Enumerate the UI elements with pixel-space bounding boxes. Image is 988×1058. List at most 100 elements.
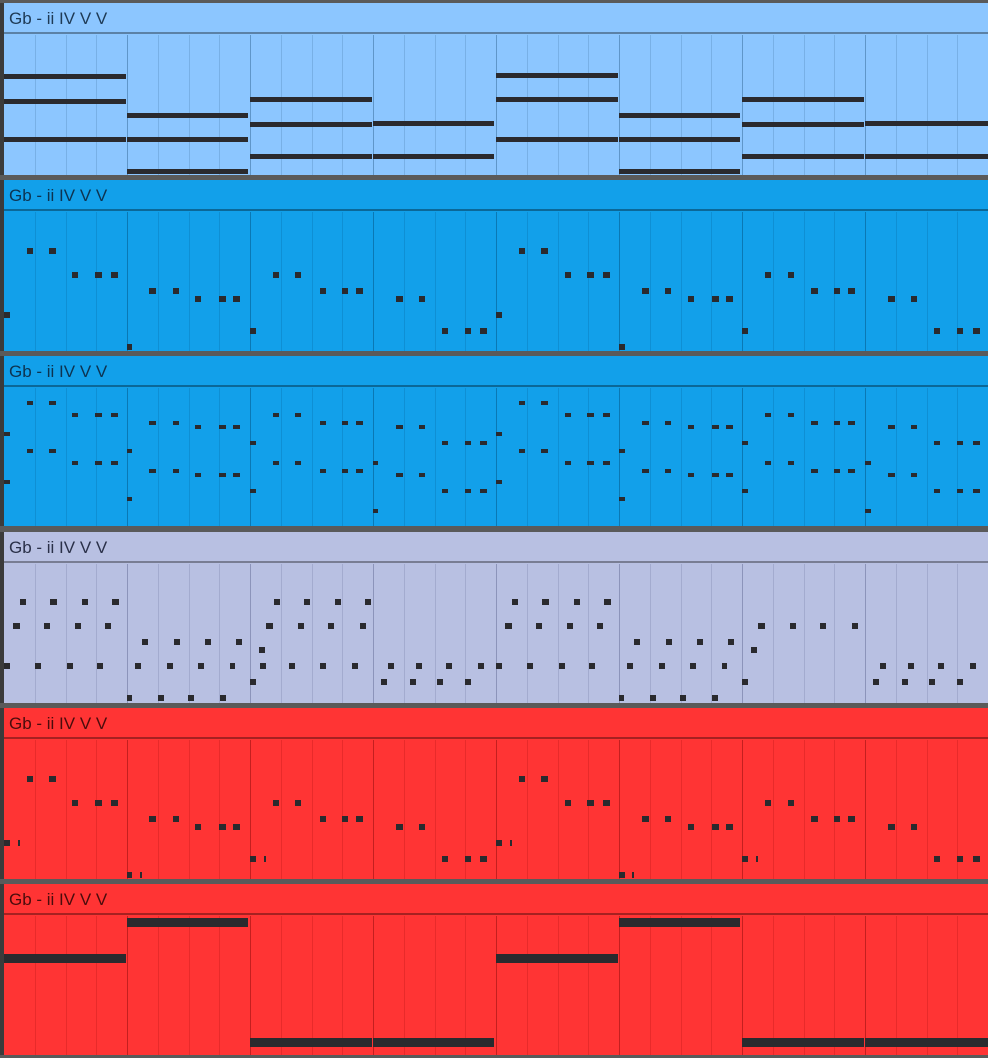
midi-note[interactable] xyxy=(619,872,625,878)
midi-note[interactable] xyxy=(665,469,671,473)
midi-note[interactable] xyxy=(198,663,204,669)
midi-note[interactable] xyxy=(541,248,548,254)
midi-note[interactable] xyxy=(266,623,273,629)
midi-note[interactable] xyxy=(565,800,571,806)
midi-note[interactable] xyxy=(811,288,818,294)
midi-note[interactable] xyxy=(233,473,240,477)
midi-note[interactable] xyxy=(149,816,156,822)
midi-note[interactable] xyxy=(848,421,855,425)
midi-note[interactable] xyxy=(27,248,33,254)
midi-note[interactable] xyxy=(442,328,448,334)
midi-note[interactable] xyxy=(834,288,840,294)
midi-note[interactable] xyxy=(219,824,226,830)
midi-note[interactable] xyxy=(419,296,425,302)
midi-note[interactable] xyxy=(342,288,348,294)
midi-note[interactable] xyxy=(342,816,348,822)
midi-note[interactable] xyxy=(295,461,301,465)
midi-note[interactable] xyxy=(619,497,625,501)
midi-note[interactable] xyxy=(465,856,471,862)
midi-note[interactable] xyxy=(250,122,372,127)
midi-note[interactable] xyxy=(834,816,840,822)
midi-note[interactable] xyxy=(865,154,988,159)
midi-note[interactable] xyxy=(726,824,733,830)
midi-note[interactable] xyxy=(726,425,733,429)
midi-note[interactable] xyxy=(908,663,914,669)
midi-note[interactable] xyxy=(220,695,226,701)
midi-note[interactable] xyxy=(4,137,126,142)
midi-note[interactable] xyxy=(289,663,295,669)
midi-note[interactable] xyxy=(410,679,416,685)
midi-note[interactable] xyxy=(105,623,111,629)
midi-note[interactable] xyxy=(541,776,548,782)
midi-note[interactable] xyxy=(565,272,571,278)
midi-note[interactable] xyxy=(541,449,548,453)
midi-note[interactable] xyxy=(250,441,256,445)
midi-note[interactable] xyxy=(480,856,487,862)
midi-note[interactable] xyxy=(688,296,694,302)
clip-header[interactable]: Gb - ii IV V V xyxy=(4,884,988,915)
midi-note[interactable] xyxy=(356,421,363,425)
clip-header[interactable]: Gb - ii IV V V xyxy=(4,3,988,34)
midi-note[interactable] xyxy=(111,413,118,417)
midi-clip-6[interactable]: Gb - ii IV V V xyxy=(0,884,988,1055)
midi-note[interactable] xyxy=(195,473,201,477)
midi-note[interactable] xyxy=(4,74,126,79)
midi-note[interactable] xyxy=(50,599,57,605)
midi-note[interactable] xyxy=(127,497,132,501)
midi-note[interactable] xyxy=(865,1038,988,1047)
midi-note[interactable] xyxy=(722,663,727,669)
midi-note[interactable] xyxy=(75,623,81,629)
midi-note[interactable] xyxy=(219,425,226,429)
midi-note[interactable] xyxy=(264,856,266,862)
midi-note[interactable] xyxy=(195,824,201,830)
midi-note[interactable] xyxy=(396,473,403,477)
midi-note[interactable] xyxy=(273,800,279,806)
midi-note[interactable] xyxy=(880,663,886,669)
midi-note[interactable] xyxy=(619,695,624,701)
midi-note[interactable] xyxy=(195,296,201,302)
midi-note[interactable] xyxy=(765,461,771,465)
midi-note[interactable] xyxy=(765,413,771,417)
midi-note[interactable] xyxy=(619,169,740,174)
midi-note[interactable] xyxy=(298,623,304,629)
midi-note[interactable] xyxy=(250,489,256,493)
midi-note[interactable] xyxy=(712,824,719,830)
midi-note[interactable] xyxy=(957,489,963,493)
midi-note[interactable] xyxy=(416,663,422,669)
midi-note[interactable] xyxy=(587,800,594,806)
midi-note[interactable] xyxy=(496,137,618,142)
midi-clip-3[interactable]: Gb - ii IV V V xyxy=(0,356,988,526)
midi-note[interactable] xyxy=(13,623,20,629)
midi-note[interactable] xyxy=(888,473,895,477)
midi-note[interactable] xyxy=(811,421,818,425)
midi-note[interactable] xyxy=(373,154,494,159)
midi-note[interactable] xyxy=(188,695,194,701)
midi-note[interactable] xyxy=(250,679,256,685)
midi-note[interactable] xyxy=(742,441,748,445)
midi-note[interactable] xyxy=(373,461,378,465)
midi-note[interactable] xyxy=(603,272,610,278)
midi-note[interactable] xyxy=(360,623,366,629)
midi-note[interactable] xyxy=(642,469,649,473)
midi-note[interactable] xyxy=(496,840,502,846)
midi-note[interactable] xyxy=(565,413,571,417)
midi-note[interactable] xyxy=(848,816,855,822)
midi-note[interactable] xyxy=(834,421,840,425)
midi-note[interactable] xyxy=(634,639,640,645)
midi-note[interactable] xyxy=(95,272,102,278)
midi-note[interactable] xyxy=(496,663,502,669)
midi-note[interactable] xyxy=(587,461,594,465)
midi-note[interactable] xyxy=(111,461,118,465)
midi-note[interactable] xyxy=(911,425,917,429)
midi-note[interactable] xyxy=(688,425,694,429)
midi-note[interactable] xyxy=(419,473,425,477)
midi-note[interactable] xyxy=(233,824,240,830)
midi-note[interactable] xyxy=(419,425,425,429)
midi-note[interactable] xyxy=(496,73,618,78)
midi-note[interactable] xyxy=(742,154,864,159)
midi-note[interactable] xyxy=(973,441,980,445)
midi-note[interactable] xyxy=(250,154,372,159)
midi-note[interactable] xyxy=(442,489,448,493)
midi-note[interactable] xyxy=(788,800,794,806)
midi-note[interactable] xyxy=(205,639,211,645)
